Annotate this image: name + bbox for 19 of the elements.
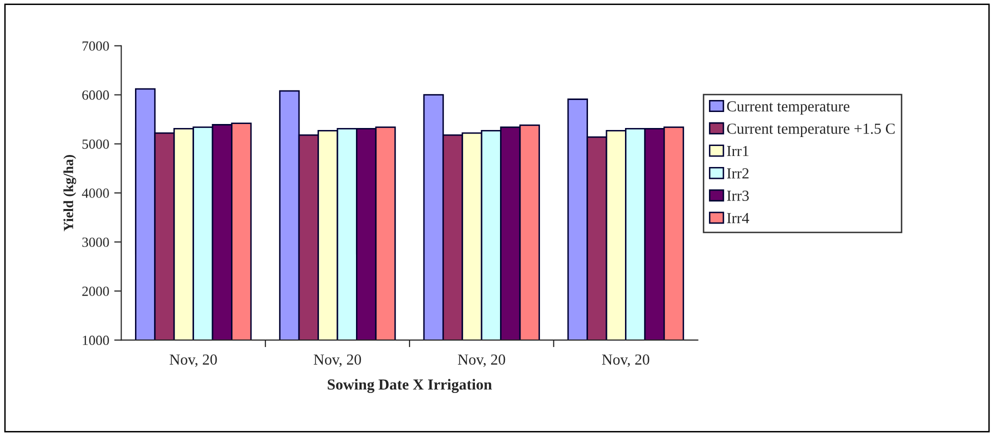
x-tick-label: Nov, 20 bbox=[314, 354, 361, 367]
legend-label: Irr4 bbox=[727, 213, 750, 224]
x-tick-label: Nov, 20 bbox=[170, 354, 217, 367]
y-tick-label: 6000 bbox=[82, 90, 109, 100]
legend-label: Irr1 bbox=[727, 146, 748, 156]
x-axis-title: Sowing Date X Irrigation bbox=[328, 378, 492, 393]
y-tick-label: 2000 bbox=[82, 286, 109, 296]
legend-label: Irr2 bbox=[727, 168, 749, 178]
legend-label: Irr3 bbox=[727, 190, 749, 201]
legend-label: Current temperature bbox=[727, 101, 850, 115]
y-tick-label: 4000 bbox=[82, 188, 109, 198]
y-tick-label: 1000 bbox=[82, 336, 109, 346]
x-tick-label: Nov, 20 bbox=[602, 354, 650, 367]
y-axis-title: Yield (kg/ha) bbox=[63, 155, 76, 232]
y-tick-label: 3000 bbox=[82, 238, 109, 247]
x-tick-label: Nov, 20 bbox=[458, 354, 506, 367]
y-tick-label: 5000 bbox=[82, 139, 109, 149]
legend-label: Current temperature +1.5 C bbox=[727, 124, 895, 137]
y-tick-label: 7000 bbox=[82, 41, 109, 51]
